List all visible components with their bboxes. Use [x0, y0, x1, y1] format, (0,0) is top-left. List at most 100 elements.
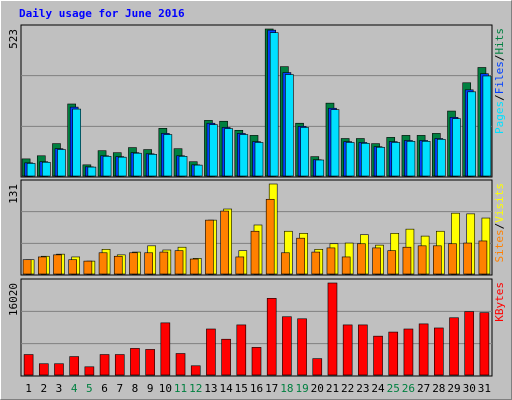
- bar: [163, 134, 173, 177]
- x-tick-label: 8: [132, 382, 139, 395]
- bar: [99, 354, 110, 376]
- legend-entry: Visits: [493, 183, 506, 223]
- bar: [72, 108, 81, 177]
- bar: [464, 311, 475, 376]
- bar: [402, 246, 412, 275]
- legend-entry: Pages: [493, 101, 506, 134]
- bar: [463, 242, 473, 275]
- x-tick-label: 24: [371, 382, 385, 395]
- bar: [133, 152, 142, 177]
- bar: [478, 240, 488, 275]
- bar: [388, 331, 399, 376]
- x-tick-label: 11: [174, 382, 187, 395]
- bar: [69, 356, 79, 376]
- bar: [175, 353, 186, 376]
- bar: [160, 322, 171, 376]
- x-tick-label: 16: [250, 382, 263, 395]
- bar: [448, 243, 457, 275]
- bar: [361, 143, 370, 177]
- x-tick-label: 3: [56, 382, 63, 395]
- bar: [449, 317, 459, 376]
- x-tick-label: 9: [147, 382, 154, 395]
- bar: [235, 256, 245, 275]
- bar: [421, 141, 431, 177]
- legend: KBytes: [493, 282, 506, 322]
- x-tick-label: 29: [447, 382, 460, 395]
- x-tick-label: 19: [295, 382, 308, 395]
- x-tick-label: 30: [463, 382, 476, 395]
- bar: [357, 243, 366, 275]
- bar: [129, 252, 138, 275]
- bar: [452, 118, 461, 177]
- bar: [391, 142, 401, 177]
- bar: [174, 250, 184, 275]
- bar: [148, 154, 157, 177]
- bar: [311, 251, 321, 275]
- bar: [206, 328, 216, 376]
- bar: [239, 134, 249, 177]
- bar: [83, 260, 93, 275]
- bar: [312, 358, 323, 376]
- x-tick-label: 14: [219, 382, 233, 395]
- bar: [341, 256, 351, 275]
- bar: [144, 252, 153, 275]
- x-tick-label: 12: [189, 382, 202, 395]
- y-tick-label: 131: [7, 184, 20, 204]
- x-tick-label: 21: [326, 382, 339, 395]
- x-tick-label: 1: [25, 382, 32, 395]
- bar: [236, 324, 247, 376]
- bar: [417, 245, 427, 275]
- x-tick-label: 10: [159, 382, 172, 395]
- bar: [251, 347, 262, 376]
- bar: [297, 318, 307, 376]
- bar: [467, 91, 477, 177]
- x-tick-label: 13: [204, 382, 217, 395]
- bar: [22, 259, 32, 275]
- bar: [41, 161, 51, 177]
- x-tick-label: 22: [341, 382, 354, 395]
- bar: [296, 237, 305, 275]
- legend-entry: Sites: [493, 229, 506, 262]
- legend: Pages/Files/Hits: [493, 28, 506, 134]
- x-tick-label: 25: [387, 382, 400, 395]
- bar: [114, 354, 125, 376]
- bar: [403, 328, 414, 376]
- bar: [327, 282, 338, 376]
- bar: [193, 164, 203, 177]
- y-tick-label: 16020: [7, 283, 20, 316]
- bar: [68, 259, 77, 275]
- legend-entry: Hits: [493, 28, 506, 55]
- x-tick-label: 17: [265, 382, 278, 395]
- bar: [53, 254, 62, 275]
- bar: [269, 32, 279, 177]
- bar: [189, 258, 199, 275]
- bar: [342, 324, 353, 376]
- bar: [117, 156, 127, 177]
- bar: [159, 251, 169, 275]
- x-tick-label: 15: [235, 382, 248, 395]
- bar: [330, 109, 340, 177]
- bar: [87, 166, 97, 177]
- legend-separator: /: [493, 94, 506, 101]
- bar: [434, 327, 444, 376]
- bar: [84, 366, 95, 376]
- bar: [102, 156, 112, 177]
- bar: [98, 252, 108, 275]
- bar: [254, 142, 264, 177]
- bar: [26, 163, 36, 177]
- bar: [38, 363, 49, 376]
- bar: [57, 149, 66, 177]
- bar: [300, 127, 309, 177]
- x-tick-label: 2: [40, 382, 47, 395]
- bar: [266, 298, 277, 376]
- bar: [220, 210, 229, 275]
- x-tick-label: 7: [116, 382, 123, 395]
- bar: [145, 349, 155, 376]
- bar: [178, 156, 188, 177]
- bar: [358, 324, 368, 376]
- bar: [209, 124, 218, 177]
- bar: [376, 146, 385, 177]
- y-tick-label: 523: [7, 29, 20, 49]
